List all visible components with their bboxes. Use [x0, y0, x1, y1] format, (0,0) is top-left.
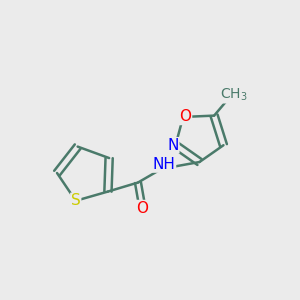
Text: O: O	[136, 200, 148, 215]
Text: N: N	[167, 138, 179, 153]
Text: O: O	[179, 110, 191, 124]
Text: CH$_3$: CH$_3$	[220, 86, 248, 103]
Text: NH: NH	[153, 157, 175, 172]
Text: S: S	[71, 193, 81, 208]
